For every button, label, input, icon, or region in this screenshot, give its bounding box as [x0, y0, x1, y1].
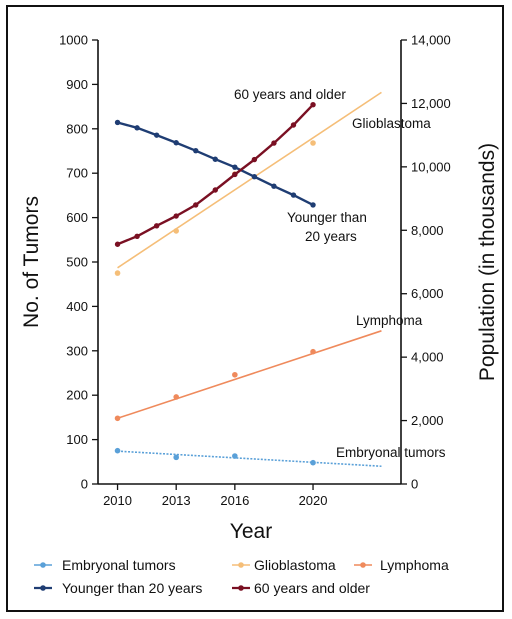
data-point-younger-than-20-years: [173, 140, 179, 146]
line-60-years-and-older: [117, 103, 314, 246]
y2-tick-label: 14,000: [411, 33, 451, 48]
y2-tick-label: 8,000: [411, 223, 444, 238]
data-point-60-years-and-older: [310, 101, 316, 108]
legend-item-lymphoma: Lymphoma: [354, 557, 449, 573]
legend-item-embryonal: Embryonal tumors: [34, 557, 176, 573]
legend-marker-glioblastoma: [238, 562, 244, 568]
legend-label-60-plus: 60 years and older: [254, 580, 370, 596]
data-point-embryonal-tumors: [310, 459, 316, 466]
y-tick-label: 0: [81, 477, 88, 492]
legend-item-glioblastoma: Glioblastoma: [232, 557, 336, 573]
data-point-60-years-and-older: [232, 171, 238, 178]
y2-tick-label: 2,000: [411, 413, 444, 428]
y-tick-label: 300: [66, 343, 88, 358]
legend-marker-lymphoma: [360, 562, 366, 568]
x-tick-label: 2013: [162, 493, 191, 508]
series-lymphoma: [114, 330, 382, 422]
data-point-60-years-and-older: [153, 223, 160, 229]
annotation-embryonal: Embryonal tumors: [336, 445, 446, 460]
legend: Embryonal tumors Glioblastoma Lymphoma Y…: [34, 557, 449, 596]
legend-marker-embryonal: [40, 562, 46, 568]
annotation-glioblastoma: Glioblastoma: [352, 116, 431, 131]
data-point-60-years-and-older: [251, 156, 258, 163]
data-point-younger-than-20-years: [193, 147, 199, 154]
data-point-60-years-and-older: [212, 187, 218, 193]
data-point-younger-than-20-years: [271, 183, 277, 189]
y2-tick-label: 6,000: [411, 286, 444, 301]
y-tick-label: 900: [66, 77, 88, 92]
legend-label-glioblastoma: Glioblastoma: [254, 557, 336, 573]
data-point-younger-than-20-years: [134, 125, 140, 131]
axes: 0 100 200 300 400 500 600 700 800 900 1000 0 2,000 4,…: [59, 33, 451, 509]
y-tick-label: 200: [66, 388, 88, 403]
x-tick-label: 2016: [220, 493, 249, 508]
data-point-60-years-and-older: [134, 233, 140, 240]
data-point-lymphoma: [114, 415, 121, 422]
data-point-60-years-and-older: [173, 213, 179, 219]
series-glioblastoma: [114, 91, 382, 276]
y-tick-label: 800: [66, 121, 88, 136]
trend-line-lymphoma: [117, 330, 382, 420]
data-point-glioblastoma: [173, 228, 179, 234]
data-point-embryonal-tumors: [232, 453, 238, 459]
data-point-60-years-and-older: [114, 241, 121, 247]
x-tick-label: 2020: [299, 493, 328, 508]
series-60-years-and-older: [114, 101, 316, 247]
x-tick-label: 2010: [103, 493, 132, 508]
y2-axis-title: Population (in thousands): [476, 143, 499, 381]
y-tick-label: 100: [66, 432, 88, 447]
annotation-60-plus: 60 years and older: [234, 87, 346, 102]
data-point-lymphoma: [310, 348, 316, 355]
data-point-60-years-and-older: [290, 122, 297, 128]
annotation-younger-line2: 20 years: [305, 229, 357, 244]
annotation-younger-line1: Younger than: [287, 210, 367, 225]
data-point-younger-than-20-years: [212, 156, 218, 162]
data-point-60-years-and-older: [271, 140, 277, 146]
y2-tick-label: 12,000: [411, 96, 451, 111]
y-tick-label: 500: [66, 255, 88, 270]
legend-item-younger: Younger than 20 years: [34, 580, 202, 596]
data-point-younger-than-20-years: [251, 173, 258, 180]
y2-tick-label: 4,000: [411, 350, 444, 365]
data-point-lymphoma: [232, 371, 238, 378]
x-axis-title: Year: [230, 520, 272, 543]
data-point-glioblastoma: [310, 140, 316, 146]
legend-label-younger: Younger than 20 years: [62, 580, 202, 596]
data-point-younger-than-20-years: [153, 132, 160, 138]
y-tick-label: 1000: [59, 33, 88, 48]
legend-marker-60-plus: [238, 585, 244, 591]
series-younger-than-20-years: [114, 119, 316, 208]
y-tick-label: 400: [66, 299, 88, 314]
annotation-lymphoma: Lymphoma: [356, 313, 423, 328]
data-point-embryonal-tumors: [173, 454, 179, 461]
y-tick-label: 600: [66, 210, 88, 225]
y-axis-title: No. of Tumors: [20, 196, 43, 328]
data-point-embryonal-tumors: [114, 447, 121, 454]
data-point-younger-than-20-years: [114, 119, 121, 126]
data-point-lymphoma: [173, 394, 179, 400]
y2-tick-label: 10,000: [411, 159, 451, 174]
data-point-younger-than-20-years: [232, 164, 238, 170]
data-point-glioblastoma: [114, 270, 121, 276]
legend-label-lymphoma: Lymphoma: [380, 557, 449, 573]
legend-marker-younger: [40, 585, 46, 591]
chart-frame: [6, 5, 504, 612]
y2-tick-label: 0: [411, 477, 418, 492]
data-point-60-years-and-older: [193, 202, 199, 208]
trend-line-glioblastoma: [117, 91, 382, 269]
legend-item-60-plus: 60 years and older: [232, 580, 370, 596]
y-tick-label: 700: [66, 166, 88, 181]
legend-label-embryonal: Embryonal tumors: [62, 557, 176, 573]
series-embryonal-tumors: [114, 447, 382, 468]
data-point-younger-than-20-years: [310, 202, 316, 208]
series-layer: [114, 91, 382, 468]
data-point-younger-than-20-years: [290, 192, 297, 198]
